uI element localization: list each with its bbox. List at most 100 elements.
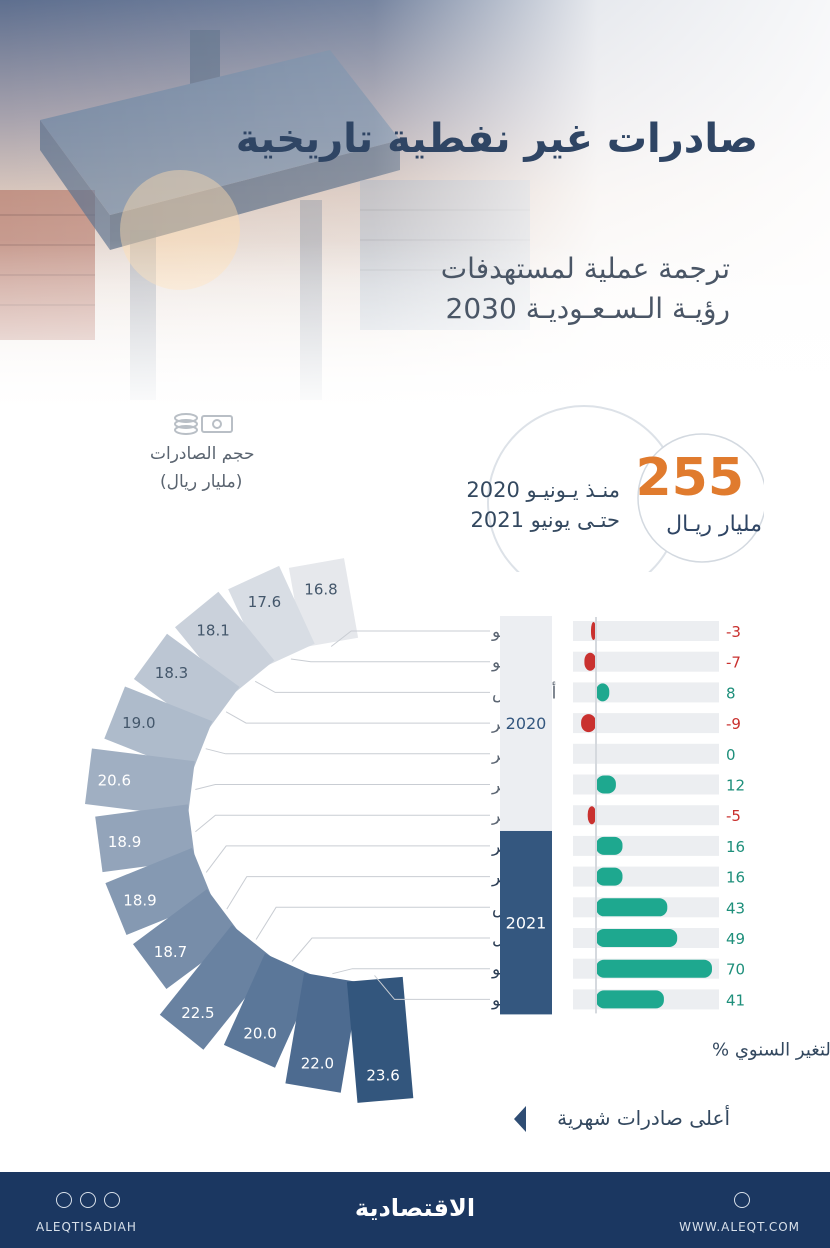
volume-value-label-2: 18.1 [196,622,229,640]
connector-line-9 [255,906,490,940]
volume-value-label-8: 18.7 [154,943,187,961]
connector-line-7 [205,845,490,873]
change-track-0 [573,621,719,641]
change-bar-6 [587,806,596,825]
total-exports-unit: مليار ريـال [666,512,762,537]
change-bar-9 [596,898,668,917]
volume-bar-9 [159,925,276,1050]
volume-value-label-4: 19.0 [122,714,155,732]
change-value-label-11: 70 [726,961,745,979]
connector-line-2 [254,680,490,693]
exports-chart: 16.8يونيو-317.6يوليو-718.1أغسطس818.3سبتم… [85,558,830,1103]
connector-line-0 [330,630,490,647]
connector-line-4 [205,748,490,755]
connector-line-10 [291,937,490,962]
change-value-label-0: -3 [726,623,741,641]
volume-bar-6 [95,804,196,873]
footer-handle[interactable]: ALEQTISADIAH [36,1220,137,1234]
connector-line-8 [226,876,490,910]
year-label-2021: 2021 [506,914,547,933]
year-label-2020: 2020 [506,714,547,733]
year-band-2020 [500,616,552,831]
change-value-label-9: 43 [726,899,745,917]
change-bar-1 [584,652,596,671]
volume-bar-4 [104,686,213,774]
change-bar-8 [596,867,623,886]
facebook-icon[interactable] [80,1192,96,1208]
volume-value-label-6: 18.9 [108,833,141,851]
change-value-label-2: 8 [726,684,736,702]
connector-line-12 [374,975,490,1000]
connector-line-11 [332,968,490,975]
subtitle-line-1: ترجمة عملية لمستهدفات [440,252,730,285]
period-line-1: منـذ يـونيـو 2020 [466,478,620,502]
volume-label-line-2: (مليار ريال) [160,472,243,492]
change-track-3 [573,713,719,734]
change-bar-7 [596,836,623,855]
volume-value-label-0: 16.8 [304,581,337,599]
change-track-8 [573,866,719,887]
volume-bar-5 [85,748,195,817]
footer: ALEQTISADIAH الاقتصادية WWW.ALEQT.COM [0,1172,830,1248]
change-axis-label: التغير السنوي % [712,1039,830,1060]
change-track-7 [573,835,719,856]
change-value-label-5: 12 [726,777,745,795]
connector-line-5 [195,784,490,790]
volume-value-label-7: 18.9 [123,891,156,909]
change-bar-10 [596,929,678,947]
change-value-label-6: -5 [726,807,741,825]
volume-label-line-1: حجم الصادرات [150,444,255,464]
volume-bar-3 [133,633,240,733]
change-value-label-3: -9 [726,715,741,733]
highest-marker-icon [514,1106,526,1132]
volume-bar-10 [223,953,316,1068]
period-line-2: حتـى يونيو 2021 [470,508,620,532]
total-exports-value: 255 [635,448,744,508]
change-bar-12 [596,990,664,1009]
change-track-4 [573,743,719,764]
change-value-label-8: 16 [726,869,745,887]
volume-value-label-11: 22.0 [301,1054,334,1072]
change-value-label-4: 0 [726,746,736,764]
instagram-icon[interactable] [56,1192,72,1208]
volume-value-label-10: 20.0 [243,1025,276,1043]
twitter-icon[interactable] [104,1192,120,1208]
callout-circle [487,405,764,572]
change-track-1 [573,651,719,672]
connector-line-6 [195,814,490,833]
change-bar-2 [596,683,610,702]
change-track-6 [573,805,719,826]
legend-highest: أعلى صادرات شهرية [557,1106,730,1130]
subtitle-line-2: رؤيـة الـسـعـوديـة 2030 [445,292,730,325]
volume-value-label-5: 20.6 [98,772,131,790]
year-band-2021 [500,830,552,1015]
change-value-label-12: 41 [726,991,745,1009]
hero-background [0,0,830,420]
website-icon [734,1192,750,1208]
connector-line-1 [290,658,490,663]
page-title: صادرات غير نفطية تاريخية [235,116,758,162]
change-bar-11 [596,959,712,978]
volume-bar-12 [346,976,414,1103]
volume-value-label-12: 23.6 [366,1067,399,1085]
change-value-label-1: -7 [726,654,741,672]
volume-bar-8 [133,889,241,989]
footer-website[interactable]: WWW.ALEQT.COM [679,1220,800,1234]
change-bar-3 [581,714,596,733]
connector-line-3 [225,711,490,724]
volume-bar-11 [285,973,360,1093]
volume-bar-0 [288,558,359,648]
volume-bar-1 [228,565,315,668]
change-bar-5 [596,775,616,794]
change-bar-0 [591,622,596,640]
volume-value-label-9: 22.5 [181,1004,214,1022]
change-track-5 [573,774,719,795]
change-value-label-7: 16 [726,838,745,856]
footer-brand-logo: الاقتصادية [354,1194,476,1222]
volume-bar-7 [105,848,213,935]
change-value-label-10: 49 [726,930,745,948]
volume-bar-2 [175,591,275,696]
volume-value-label-3: 18.3 [155,664,188,682]
change-track-2 [573,682,719,703]
volume-value-label-1: 17.6 [248,593,281,611]
